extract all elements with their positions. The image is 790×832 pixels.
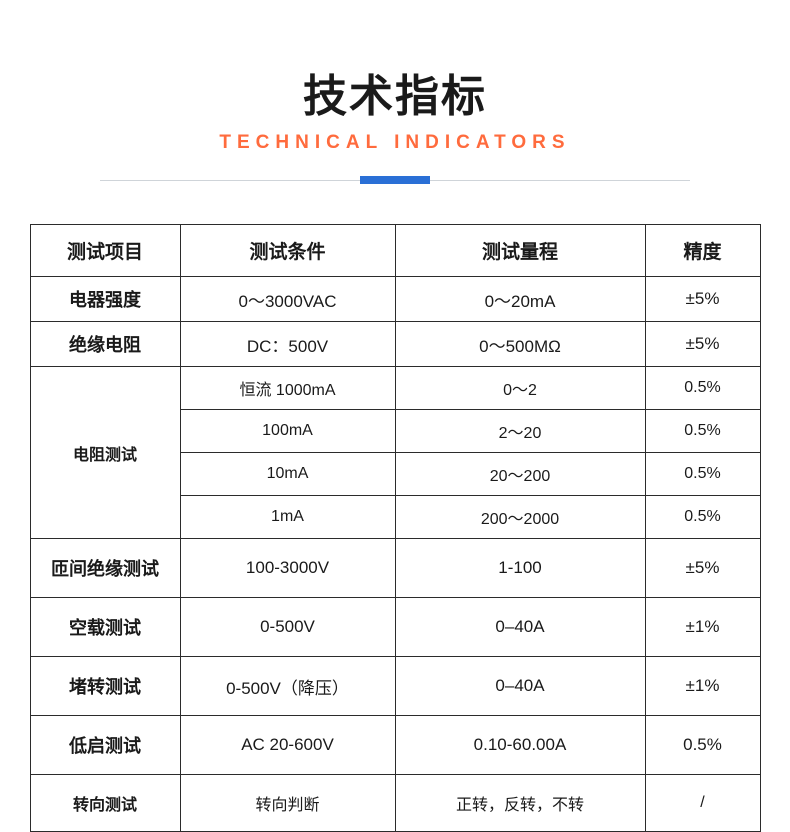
cell-range: 2～20 — [395, 410, 645, 453]
cell-cond: AC 20-600V — [180, 716, 395, 775]
cell-range: 0–40A — [395, 598, 645, 657]
cell-acc: / — [645, 775, 760, 832]
cell-range: 0.10-60.00A — [395, 716, 645, 775]
main-title: 技术指标 — [0, 60, 790, 124]
table-row: 低启测试 AC 20-600V 0.10-60.00A 0.5% — [30, 716, 760, 775]
cell-cond: 1mA — [180, 496, 395, 539]
cell-range: 0～2 — [395, 367, 645, 410]
cell-range: 0～20mA — [395, 277, 645, 322]
divider-line-left — [100, 180, 360, 181]
cell-item: 电器强度 — [30, 277, 180, 322]
table-row: 匝间绝缘测试 100-3000V 1-100 ±5% — [30, 539, 760, 598]
col-header-cond: 测试条件 — [180, 225, 395, 277]
divider-bar — [360, 176, 430, 184]
sub-title: TECHNICAL INDICATORS — [0, 132, 790, 154]
cell-cond: 100-3000V — [180, 539, 395, 598]
cell-cond: 恒流 1000mA — [180, 367, 395, 410]
cell-acc: 0.5% — [645, 496, 760, 539]
cell-item: 匝间绝缘测试 — [30, 539, 180, 598]
cell-range: 正转，反转，不转 — [395, 775, 645, 832]
table-row: 电器强度 0～3000VAC 0～20mA ±5% — [30, 277, 760, 322]
col-header-item: 测试项目 — [30, 225, 180, 277]
cell-acc: ±1% — [645, 598, 760, 657]
cell-range: 1-100 — [395, 539, 645, 598]
col-header-range: 测试量程 — [395, 225, 645, 277]
divider — [0, 176, 790, 184]
cell-item: 空载测试 — [30, 598, 180, 657]
cell-acc: 0.5% — [645, 453, 760, 496]
cell-acc: 0.5% — [645, 367, 760, 410]
cell-cond: DC：500V — [180, 322, 395, 367]
table-row: 电阻测试 恒流 1000mA 0～2 0.5% — [30, 367, 760, 410]
cell-range: 200～2000 — [395, 496, 645, 539]
spec-table: 测试项目 测试条件 测试量程 精度 电器强度 0～3000VAC 0～20mA … — [30, 224, 761, 832]
cell-cond: 10mA — [180, 453, 395, 496]
cell-acc: ±1% — [645, 657, 760, 716]
cell-acc: ±5% — [645, 277, 760, 322]
title-block: 技术指标 TECHNICAL INDICATORS — [0, 60, 790, 154]
table-header-row: 测试项目 测试条件 测试量程 精度 — [30, 225, 760, 277]
cell-cond: 0-500V（降压） — [180, 657, 395, 716]
cell-range: 0–40A — [395, 657, 645, 716]
divider-line-right — [430, 180, 690, 181]
cell-item: 电阻测试 — [30, 367, 180, 539]
cell-item: 转向测试 — [30, 775, 180, 832]
cell-acc: ±5% — [645, 322, 760, 367]
cell-item: 低启测试 — [30, 716, 180, 775]
page-container: 技术指标 TECHNICAL INDICATORS 测试项目 测试条件 测试量程… — [0, 0, 790, 832]
cell-item: 绝缘电阻 — [30, 322, 180, 367]
table-row: 空载测试 0-500V 0–40A ±1% — [30, 598, 760, 657]
cell-item: 堵转测试 — [30, 657, 180, 716]
table-row: 转向测试 转向判断 正转，反转，不转 / — [30, 775, 760, 832]
cell-acc: 0.5% — [645, 410, 760, 453]
cell-range: 20～200 — [395, 453, 645, 496]
col-header-acc: 精度 — [645, 225, 760, 277]
cell-acc: 0.5% — [645, 716, 760, 775]
cell-cond: 转向判断 — [180, 775, 395, 832]
cell-cond: 100mA — [180, 410, 395, 453]
table-row: 堵转测试 0-500V（降压） 0–40A ±1% — [30, 657, 760, 716]
cell-cond: 0～3000VAC — [180, 277, 395, 322]
cell-range: 0～500MΩ — [395, 322, 645, 367]
table-row: 绝缘电阻 DC：500V 0～500MΩ ±5% — [30, 322, 760, 367]
cell-cond: 0-500V — [180, 598, 395, 657]
cell-acc: ±5% — [645, 539, 760, 598]
